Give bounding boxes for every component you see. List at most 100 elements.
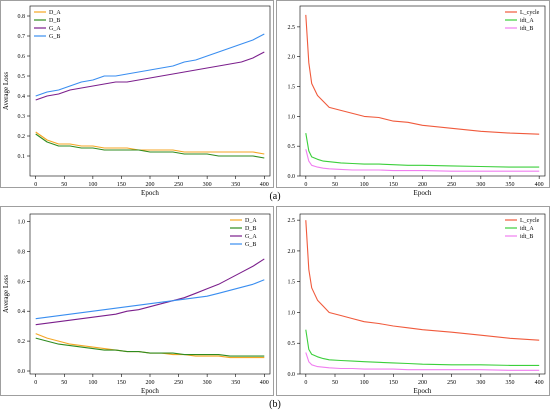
panel-frame (0, 206, 274, 396)
x-tick-label: 50 (332, 380, 338, 386)
series-line-d-b (35, 133, 265, 159)
legend: D_A D_B G_A G_B (34, 10, 61, 40)
x-tick-label: 200 (418, 380, 427, 386)
legend-label: D_A (49, 10, 61, 16)
series-line-g-a (35, 258, 265, 326)
y-tick-label: 0.8 (18, 14, 26, 20)
series-line-idt-b (305, 352, 540, 371)
x-tick-label: 50 (61, 380, 67, 386)
series-line-l-cycle (305, 220, 540, 341)
y-tick-label: 0.5 (288, 341, 296, 347)
y-tick-label: 2.0 (288, 55, 296, 61)
x-tick-label: 100 (88, 182, 97, 188)
legend-label: L_cycle (520, 10, 540, 16)
x-tick-label: 250 (174, 380, 183, 386)
plot-area (299, 5, 546, 177)
x-tick-label: 400 (535, 182, 544, 188)
y-tick-label: 0.2 (18, 134, 26, 140)
series-line-g-a (35, 51, 265, 101)
x-tick-label: 250 (174, 182, 183, 188)
x-tick-label: 200 (418, 182, 427, 188)
legend-label: idt_B (520, 234, 533, 240)
legend: L_cycle idt_A idt_B (505, 10, 540, 32)
legend-label: G_A (49, 26, 61, 32)
series-line-d-a (35, 131, 265, 155)
x-axis-label: Epoch (414, 387, 432, 395)
x-tick-label: 250 (447, 182, 456, 188)
y-tick-label: 0.4 (18, 309, 26, 315)
caption-a: (a) (269, 191, 281, 202)
x-tick-label: 300 (476, 380, 485, 386)
x-tick-label: 0 (304, 380, 307, 386)
x-tick-label: 250 (447, 380, 456, 386)
x-tick-label: 200 (146, 182, 155, 188)
y-tick-label: 0.5 (18, 74, 26, 80)
legend-label: idt_A (520, 226, 534, 232)
panel-frame (0, 0, 274, 188)
legend: D_A D_B G_A G_B (230, 218, 257, 248)
x-tick-label: 50 (332, 182, 338, 188)
x-tick-label: 100 (88, 380, 97, 386)
x-tick-label: 150 (389, 380, 398, 386)
x-axis-label: Epoch (414, 189, 432, 197)
x-tick-label: 300 (203, 380, 212, 386)
y-tick-label: 1.5 (288, 85, 296, 91)
x-tick-label: 0 (304, 182, 307, 188)
series-line-idt-a (305, 329, 540, 366)
x-tick-label: 0 (34, 182, 37, 188)
legend-label: D_B (245, 226, 256, 232)
y-tick-label: 0.7 (18, 34, 26, 40)
series-line-l-cycle (305, 14, 540, 135)
legend-label: G_A (245, 234, 257, 240)
y-tick-label: 0.0 (288, 174, 296, 180)
y-tick-label: 0.3 (18, 114, 26, 120)
legend-label: idt_A (520, 18, 534, 24)
series-line-idt-b (305, 149, 540, 172)
x-axis-label: Epoch (141, 189, 159, 197)
x-tick-label: 300 (203, 182, 212, 188)
y-tick-label: 0.1 (18, 154, 26, 160)
series-line-g-b (35, 279, 265, 320)
y-tick-label: 0.8 (18, 249, 26, 255)
x-tick-label: 350 (231, 380, 240, 386)
y-tick-label: 1.0 (288, 310, 296, 316)
legend-label: idt_B (520, 26, 533, 32)
x-tick-label: 100 (360, 182, 369, 188)
x-tick-label: 400 (535, 380, 544, 386)
x-tick-label: 150 (117, 380, 126, 386)
legend-label: L_cycle (520, 218, 540, 224)
x-tick-label: 400 (260, 380, 269, 386)
chart-a-left: 0 50 100 150 200 250 300 350 400 0.1 0.2 0.3 0.4 0.5 0… (0, 0, 274, 197)
legend-label: D_B (49, 18, 60, 24)
x-tick-label: 400 (260, 182, 269, 188)
x-tick-label: 350 (506, 182, 515, 188)
y-tick-label: 0.0 (288, 372, 296, 378)
plot-area (299, 213, 546, 375)
y-tick-label: 1.5 (288, 280, 296, 286)
plot-area (29, 213, 271, 375)
x-tick-label: 300 (476, 182, 485, 188)
legend: L_cycle idt_A idt_B (505, 218, 540, 240)
chart-a-right: 0 50 100 150 200 250 300 350 400 0.0 0.5 1.0 1.5 2.0 2… (276, 0, 550, 197)
x-tick-label: 200 (146, 380, 155, 386)
caption-b: (b) (269, 399, 281, 410)
y-tick-label: 0.6 (18, 54, 26, 60)
x-tick-label: 50 (61, 182, 67, 188)
y-axis-label: Average Loss (2, 275, 10, 313)
x-tick-label: 0 (34, 380, 37, 386)
x-axis-label: Epoch (141, 387, 159, 395)
y-tick-label: 2.5 (288, 218, 296, 224)
x-tick-label: 100 (360, 380, 369, 386)
series-line-g-b (35, 33, 265, 97)
x-tick-label: 150 (117, 182, 126, 188)
y-tick-label: 1.0 (288, 114, 296, 120)
x-tick-label: 350 (506, 380, 515, 386)
y-tick-label: 0.2 (18, 339, 26, 345)
series-line-idt-a (305, 133, 540, 168)
chart-b-right: 0 50 100 150 200 250 300 350 400 0.0 0.5 1.0 1.5 2.0 2… (276, 206, 550, 396)
legend-label: G_B (49, 34, 60, 40)
chart-b-left: 0 50 100 150 200 250 300 350 400 0.0 0.2 0.4 0.6 0.8 1… (0, 206, 274, 396)
y-tick-label: 2.0 (288, 249, 296, 255)
y-tick-label: 2.5 (288, 25, 296, 31)
